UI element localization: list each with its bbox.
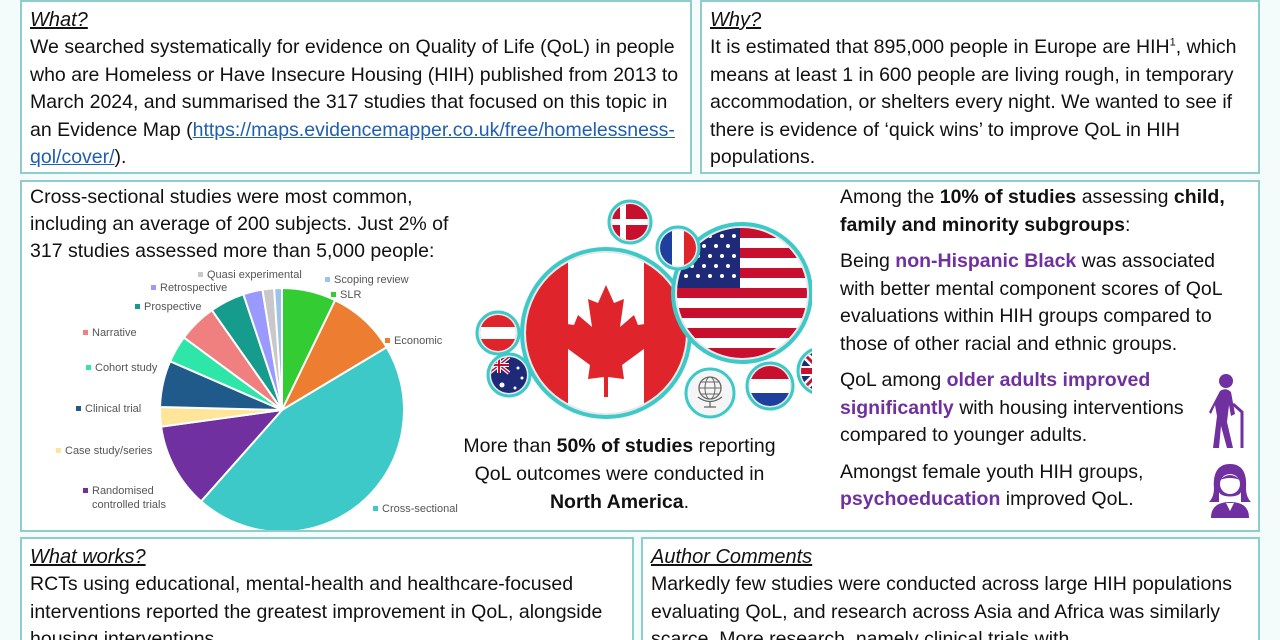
pie-label: Scoping review [334,274,409,286]
older-adults-finding: QoL among older adults improved signific… [840,369,1184,446]
legend-swatch [76,406,81,411]
caption-end: . [683,491,690,513]
legend-swatch [331,292,336,297]
female-youth-icon [1209,464,1251,518]
what-title: What? [30,9,88,31]
netherlands-flag-icon [745,361,795,411]
study-design-pie-chart: SLR Economic Cross-sectional Randomised cont… [56,269,458,530]
pie-label: SLR [340,289,361,301]
caption-text: More than [463,435,557,457]
what-text: We searched systematically for evidence … [30,36,679,141]
what-works-body: RCTs using educational, mental-health an… [30,573,603,640]
country-flags-cluster [475,199,812,419]
legend-swatch [56,448,61,453]
caption-text-mid: reporting QoL outcomes were conducted in [474,435,776,485]
why-panel: Why? It is estimated that 895,000 people… [700,0,1260,174]
austria-flag-icon [475,310,521,356]
pie-slice-scoping-review [273,286,283,411]
findings-panel: Cross-sectional studies were most common… [20,180,1260,532]
canada-flag-icon [520,247,692,419]
legend-swatch [83,330,88,335]
why-text-end: , which means at least 1 in 600 people a… [710,36,1237,168]
what-text-end: ). [114,146,127,168]
pie-label: Economic [394,335,443,347]
why-title: Why? [710,9,762,31]
legend-swatch [373,506,378,511]
pie-slice-randomised-controlled-trials [160,408,285,503]
pie-label: Clinical trial [85,403,141,415]
australia-flag-icon [486,352,532,398]
pie-label: Cohort study [95,362,158,374]
black-finding: Being non-Hispanic Black was associated … [840,250,1222,355]
france-flag-icon [655,225,701,271]
pie-label: Cross-sectional [382,503,458,515]
what-panel: What? We searched systematically for evi… [20,0,692,174]
pie-label: Randomised [92,485,154,497]
author-comments-title: Author Comments [651,546,813,568]
denmark-flag-icon [607,199,653,245]
footnote-ref: 1 [1169,36,1176,49]
pie-slice-cross-sectional [199,345,405,530]
study-design-summary: Cross-sectional studies were most common… [30,186,449,262]
why-text: It is estimated that 895,000 people in E… [710,36,1170,58]
subgroup-intro: Among the 10% of studies assessing child… [840,186,1225,236]
north-america-caption: More than 50% of studies reporting QoL o… [462,432,777,516]
female-youth-finding: Amongst female youth HIH groups, psychoe… [840,460,1144,511]
legend-swatch [83,488,88,493]
what-works-panel: What works? RCTs using educational, ment… [20,537,634,640]
author-comments-body: Markedly few studies were conducted acro… [651,573,1232,640]
legend-swatch [86,365,91,370]
pie-label: Prospective [144,301,201,313]
pie-label: Case study/series [65,445,153,457]
globe-icon [684,367,736,419]
what-works-title: What works? [30,546,146,568]
pie-label: controlled trials [92,499,166,511]
pie-label: Retrospective [160,282,227,294]
uk-flag-icon [796,348,812,394]
evidence-map-link[interactable]: https://maps.evidencemapper.co.uk/free/h… [30,118,675,169]
subgroup-findings: Among the 10% of studies assessing child… [840,184,1255,523]
legend-swatch [385,338,390,343]
why-body: It is estimated that 895,000 people in E… [710,34,1250,172]
pie-label: Narrative [92,327,137,339]
caption-region: North America [549,491,684,513]
what-body: We searched systematically for evidence … [30,34,682,172]
legend-swatch [151,285,156,290]
older-adult-walking-icon [1209,374,1244,448]
author-comments-panel: Author Comments Markedly few studies wer… [641,537,1260,640]
legend-swatch [198,272,203,277]
pie-label: Quasi experimental [207,269,302,281]
legend-swatch [325,277,330,282]
caption-highlight: 50% of studies [556,435,694,457]
legend-swatch [135,304,140,309]
